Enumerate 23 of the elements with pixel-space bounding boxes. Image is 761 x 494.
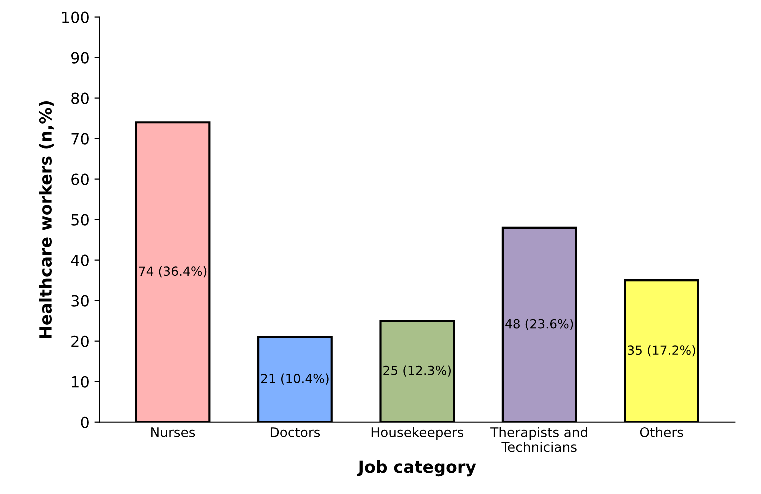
y-tick-label: 40 [71, 254, 89, 266]
y-tick-label: 10 [72, 376, 89, 388]
x-tick-label: Doctors [270, 428, 320, 438]
data-label: 25 (12.3%) [384, 366, 452, 377]
y-tick-label: 80 [72, 92, 89, 104]
y-tick-label: 30 [72, 295, 89, 307]
y-tick-label: 70 [72, 133, 89, 145]
x-tick-label: Nurses [152, 428, 196, 438]
data-label: 74 (36.4%) [139, 266, 207, 278]
y-tick-label: 60 [72, 174, 89, 186]
x-tick-label: Housekeepers [372, 427, 464, 440]
y-tick-label: 0 [81, 416, 89, 428]
y-tick-label: 50 [72, 214, 89, 226]
y-tick-label: 90 [71, 52, 89, 64]
data-label: 35 (17.2%) [628, 345, 696, 357]
data-label: 21 (10.4%) [261, 374, 329, 385]
x-axis-title: Job category [357, 460, 476, 477]
data-label: 48 (23.6%) [506, 319, 574, 330]
y-axis-title: Healthcare workers (n,%) [39, 101, 54, 338]
y-tick-label: 100 [62, 12, 89, 24]
x-tick-label: Others [640, 427, 684, 438]
x-tick-label: Therapists and Technicians [490, 427, 588, 452]
y-tick-label: 20 [72, 336, 89, 348]
